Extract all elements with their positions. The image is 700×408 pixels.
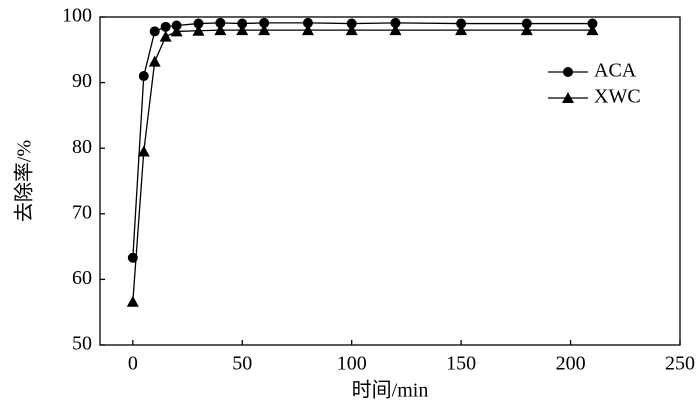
- marker: [236, 24, 249, 36]
- marker: [562, 92, 574, 103]
- marker: [126, 295, 139, 307]
- marker: [520, 24, 533, 36]
- x-tick-label: 150: [446, 353, 476, 375]
- x-tick-label: 0: [128, 353, 138, 375]
- marker: [587, 18, 598, 29]
- y-axis-label: 去除率/%: [13, 140, 36, 222]
- marker: [345, 24, 358, 36]
- marker: [389, 24, 402, 36]
- series-line: [132, 29, 593, 302]
- marker: [302, 17, 313, 28]
- legend-label: ACA: [594, 60, 637, 82]
- marker: [170, 25, 183, 37]
- x-tick-label: 250: [665, 353, 695, 375]
- y-tick-label: 100: [62, 5, 92, 27]
- x-tick-label: 200: [556, 353, 586, 375]
- y-tick-label: 80: [72, 136, 92, 158]
- marker: [160, 21, 171, 32]
- marker: [455, 24, 468, 36]
- marker: [159, 30, 172, 42]
- marker: [149, 26, 160, 37]
- y-tick-label: 90: [72, 70, 92, 92]
- marker: [259, 17, 270, 28]
- marker: [148, 55, 161, 67]
- marker: [138, 71, 149, 82]
- plot-frame: [99, 16, 681, 346]
- marker: [563, 67, 573, 77]
- marker: [214, 24, 227, 36]
- marker: [237, 18, 248, 29]
- marker: [215, 17, 226, 28]
- marker: [586, 24, 599, 36]
- x-axis-label: 时间/min: [352, 379, 429, 402]
- x-tick-label: 100: [337, 353, 367, 375]
- y-tick-label: 70: [72, 201, 92, 223]
- x-tick-label: 50: [232, 353, 252, 375]
- marker: [390, 17, 401, 28]
- series-line: [132, 22, 593, 258]
- marker: [301, 24, 314, 36]
- marker: [456, 18, 467, 29]
- y-tick-label: 50: [72, 333, 92, 355]
- marker: [346, 18, 357, 29]
- marker: [521, 18, 532, 29]
- marker: [137, 145, 150, 157]
- marker: [258, 24, 271, 36]
- marker: [192, 24, 205, 36]
- legend-label: XWC: [594, 86, 641, 108]
- marker: [193, 18, 204, 29]
- y-tick-label: 60: [72, 267, 92, 289]
